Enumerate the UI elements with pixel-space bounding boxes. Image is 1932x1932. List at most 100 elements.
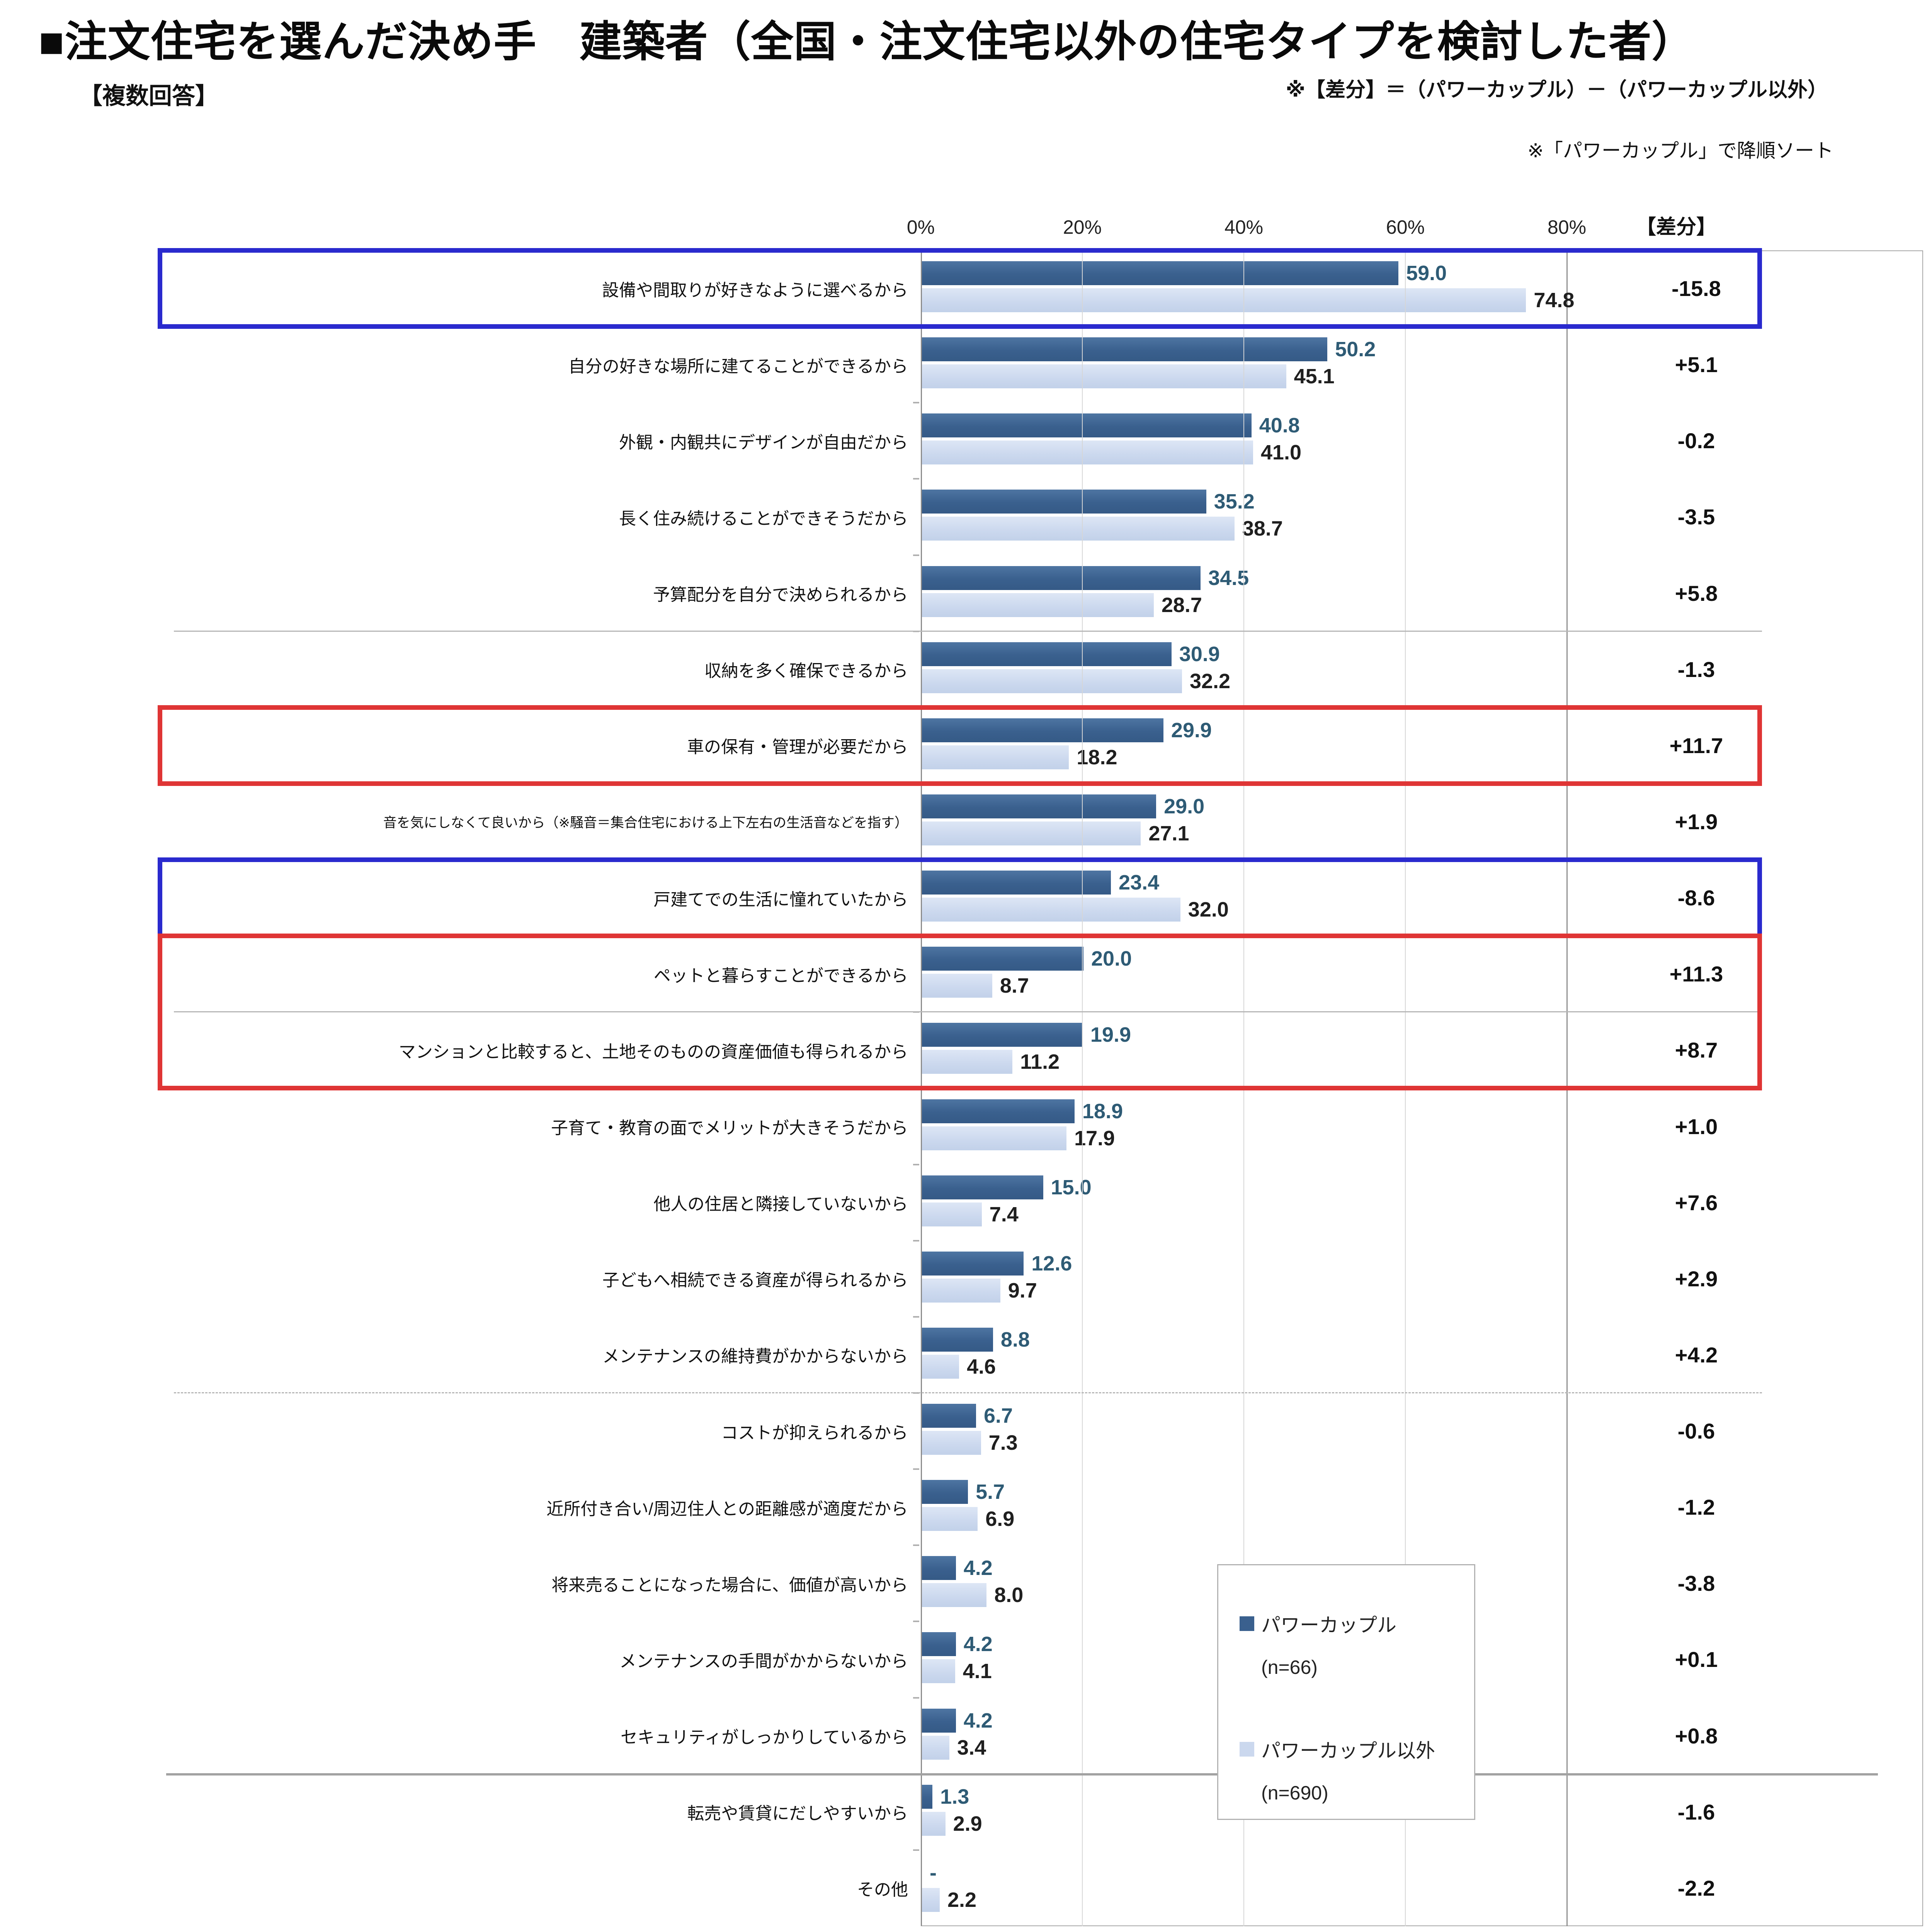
row: 他人の住居と隣接していないから 15.0 7.4 +7.6 <box>0 1165 1932 1241</box>
axis-tick-mark <box>913 935 919 937</box>
diff-value: +4.2 <box>1675 1342 1718 1367</box>
bar-power <box>922 718 1163 742</box>
bar-power <box>922 1480 968 1504</box>
bar-nonpower <box>922 669 1182 693</box>
bar-power <box>922 1023 1083 1047</box>
row: メンテナンスの維持費がかからないから 8.8 4.6 +4.2 <box>0 1317 1932 1393</box>
bar-nonpower <box>922 1431 981 1455</box>
value-label-nonpower: 18.2 <box>1077 745 1117 769</box>
value-label-nonpower: 17.9 <box>1074 1126 1115 1150</box>
bar-power <box>922 1251 1024 1276</box>
axis-tick-label: 40% <box>1224 216 1264 238</box>
bar-nonpower <box>922 1126 1067 1150</box>
diff-value: +2.9 <box>1675 1266 1718 1291</box>
value-label-power: 4.2 <box>963 1633 993 1656</box>
row: 収納を多く確保できるから 30.9 32.2 -1.3 <box>0 631 1932 707</box>
axis-tick-label: 60% <box>1386 216 1425 238</box>
bar-power <box>922 413 1252 438</box>
category-label: 予算配分を自分で決められるから <box>653 585 908 605</box>
separator-line <box>166 1773 1878 1776</box>
value-label-power: 34.5 <box>1208 566 1249 590</box>
axis-tick-mark <box>913 706 919 708</box>
diff-value: -15.8 <box>1672 276 1721 301</box>
value-label-power: 29.9 <box>1171 718 1212 742</box>
separator-line <box>174 1392 1762 1394</box>
row: 戸建てでの生活に憧れていたから 23.4 32.0 -8.6 <box>0 860 1932 936</box>
category-label: ペットと暮らすことができるから <box>653 966 908 985</box>
category-label: 子育て・教育の面でメリットが大きそうだから <box>551 1119 908 1138</box>
value-label-power: 19.9 <box>1090 1023 1131 1047</box>
value-label-power: 6.7 <box>984 1404 1013 1428</box>
value-label-power: 12.6 <box>1031 1252 1072 1275</box>
separator-line <box>174 630 1762 632</box>
category-label: 長く住み続けることができそうだから <box>619 509 908 528</box>
row: 自分の好きな場所に建てることができるから 50.2 45.1 +5.1 <box>0 327 1932 403</box>
axis-tick-label: 20% <box>1063 216 1102 238</box>
multiple-answer-note: 【複数回答】 <box>79 83 218 109</box>
diff-value: -3.8 <box>1677 1571 1715 1596</box>
axis-tick-label: 80% <box>1547 216 1587 238</box>
row: コストが抑えられるから 6.7 7.3 -0.6 <box>0 1393 1932 1469</box>
value-label-power: 30.9 <box>1179 642 1220 666</box>
legend-swatch-nonpower-icon <box>1240 1742 1254 1757</box>
axis-tick-mark <box>913 1468 919 1470</box>
value-label-nonpower: 2.9 <box>953 1812 982 1835</box>
value-label-power: 18.9 <box>1082 1099 1123 1123</box>
category-label: 戸建てでの生活に憧れていたから <box>653 890 908 909</box>
diff-value: +0.1 <box>1675 1647 1718 1672</box>
row: 近所付き合い/周辺住人との距離感が適度だから 5.7 6.9 -1.2 <box>0 1469 1932 1545</box>
axis-tick-mark <box>913 1621 919 1622</box>
legend-n-power: (n=66) <box>1261 1656 1318 1678</box>
value-label-nonpower: 4.1 <box>963 1660 992 1683</box>
value-label-nonpower: 74.8 <box>1534 289 1575 312</box>
value-label-nonpower: 28.7 <box>1161 593 1202 617</box>
row: マンションと比較すると、土地そのものの資産価値も得られるから 19.9 11.2 +8… <box>0 1012 1932 1088</box>
category-label: セキュリティがしっかりしているから <box>620 1728 908 1747</box>
bar-nonpower <box>922 1278 1000 1303</box>
value-label-power: 4.2 <box>963 1709 993 1732</box>
bar-power <box>922 1327 993 1352</box>
value-label-power: 29.0 <box>1164 794 1205 818</box>
value-label-power: 15.0 <box>1051 1175 1092 1199</box>
category-label: その他 <box>857 1880 908 1900</box>
bar-power <box>922 1175 1043 1199</box>
value-label-nonpower: 9.7 <box>1008 1279 1037 1302</box>
diff-value: +0.8 <box>1675 1723 1718 1748</box>
row: 外観・内観共にデザインが自由だから 40.8 41.0 -0.2 <box>0 403 1932 479</box>
value-label-nonpower: 27.1 <box>1148 821 1189 845</box>
bar-nonpower <box>922 1354 959 1379</box>
value-label-power: 4.2 <box>963 1556 993 1580</box>
diff-column-header: 【差分】 <box>1636 216 1716 238</box>
row: 予算配分を自分で決められるから 34.5 28.7 +5.8 <box>0 555 1932 631</box>
separator-line <box>174 1011 1762 1013</box>
category-label: 将来売ることになった場合に、価値が高いから <box>551 1575 908 1595</box>
value-label-power: 23.4 <box>1119 871 1160 895</box>
axis-tick-mark <box>913 326 919 328</box>
bar-nonpower <box>922 364 1286 389</box>
value-label-nonpower: 6.9 <box>985 1507 1015 1531</box>
bar-nonpower <box>922 1583 987 1607</box>
diff-value: -0.6 <box>1677 1419 1715 1444</box>
value-label-power: 20.0 <box>1091 947 1132 971</box>
diff-value: +5.8 <box>1675 581 1718 605</box>
gridline-20 <box>1082 250 1083 1926</box>
row: 音を気にしなくて良いから（※騒音＝集合住宅における上下左右の生活音などを指す） 2… <box>0 784 1932 860</box>
category-label: マンションと比較すると、土地そのものの資産価値も得られるから <box>398 1042 908 1061</box>
value-label-power: 5.7 <box>976 1480 1005 1504</box>
row: 子どもへ相続できる資産が得られるから 12.6 9.7 +2.9 <box>0 1241 1932 1317</box>
bar-power <box>922 1632 956 1656</box>
value-label-nonpower: 7.4 <box>989 1202 1019 1226</box>
bar-power <box>922 1099 1075 1123</box>
bar-nonpower <box>922 1659 955 1684</box>
value-label-nonpower: 4.6 <box>967 1355 996 1378</box>
legend-n-nonpower: (n=690) <box>1261 1782 1328 1804</box>
row: 子育て・教育の面でメリットが大きそうだから 18.9 17.9 +1.0 <box>0 1088 1932 1165</box>
bar-nonpower <box>922 745 1069 769</box>
diff-value: +7.6 <box>1675 1190 1718 1215</box>
bar-nonpower <box>922 1050 1013 1074</box>
rows-container: 設備や間取りが好きなように選べるから 59.0 74.8 -15.8 自分の好きな場所に… <box>0 250 1932 1926</box>
value-label-power: 59.0 <box>1406 262 1447 285</box>
axis-tick-mark <box>913 1163 919 1165</box>
bar-power <box>922 490 1206 514</box>
bar-power <box>922 1784 933 1809</box>
